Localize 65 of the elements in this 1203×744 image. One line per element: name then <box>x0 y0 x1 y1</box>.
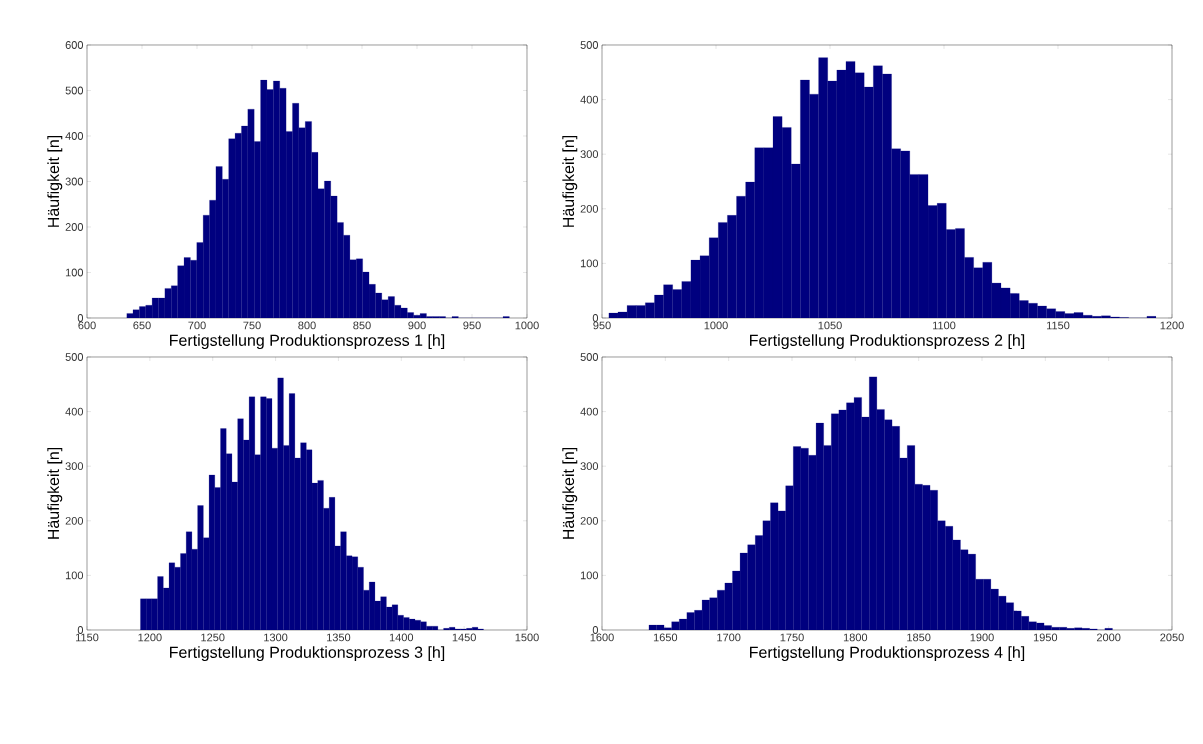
x-tick-label: 1250 <box>201 633 225 642</box>
x-tick-label: 1850 <box>907 633 931 642</box>
y-axis-title: Häufigkeit [n] <box>47 447 63 539</box>
x-axis-title: Fertigstellung Produktionsprozess 1 [h] <box>170 334 445 350</box>
y-tick-label: 0 <box>592 314 599 322</box>
x-tick-label: 1350 <box>327 633 351 642</box>
y-tick-label: 100 <box>65 268 84 277</box>
x-tick-label: 1150 <box>76 633 99 642</box>
x-tick-label: 800 <box>298 321 316 330</box>
y-tick-label: 300 <box>65 177 84 186</box>
x-tick-label: 1700 <box>717 633 741 642</box>
x-tick-label: 2050 <box>1160 633 1184 642</box>
x-tick-label: 950 <box>593 321 611 330</box>
y-tick-label: 300 <box>580 150 599 159</box>
y-tick-label: 300 <box>65 462 84 471</box>
y-tick-label: 0 <box>77 314 84 322</box>
y-tick-label: 200 <box>65 516 84 525</box>
x-axis-title: Fertigstellung Produktionsprozess 2 [h] <box>750 334 1025 350</box>
y-tick-label: 200 <box>65 223 84 231</box>
y-tick-label: 100 <box>580 571 599 580</box>
x-tick-label: 850 <box>353 321 371 330</box>
x-tick-label: 1300 <box>264 633 288 642</box>
x-tick-label: 1950 <box>1033 633 1058 642</box>
y-tick-label: 500 <box>580 353 599 361</box>
x-tick-label: 2000 <box>1096 633 1121 642</box>
x-axis-title: Fertigstellung Produktionsprozess 3 [h] <box>170 646 445 662</box>
x-tick-label: 1900 <box>970 633 994 642</box>
x-tick-label: 1500 <box>515 633 539 642</box>
y-tick-label: 100 <box>580 259 599 268</box>
x-tick-label: 650 <box>133 321 151 330</box>
x-tick-label: 1600 <box>590 633 614 642</box>
y-axis-title: Häufigkeit [n] <box>562 447 578 539</box>
y-tick-label: 200 <box>580 204 599 213</box>
y-axis-title: Häufigkeit [n] <box>562 135 578 227</box>
x-tick-label: 1400 <box>389 633 414 642</box>
y-tick-label: 500 <box>65 86 84 95</box>
y-tick-label: 500 <box>65 353 84 361</box>
x-tick-label: 1450 <box>452 633 476 642</box>
y-tick-label: 100 <box>65 571 84 580</box>
y-tick-label: 500 <box>580 41 599 49</box>
x-tick-label: 1200 <box>138 633 162 642</box>
y-tick-label: 0 <box>77 626 84 634</box>
y-tick-label: 400 <box>580 95 599 104</box>
y-tick-label: 400 <box>580 407 599 416</box>
y-tick-label: 400 <box>65 132 84 140</box>
x-tick-label: 1650 <box>653 633 678 642</box>
x-tick-label: 1100 <box>933 321 956 330</box>
y-tick-label: 0 <box>592 626 599 634</box>
y-tick-label: 600 <box>65 41 84 49</box>
y-axis-title: Häufigkeit [n] <box>47 135 63 227</box>
y-tick-label: 300 <box>580 462 599 471</box>
x-tick-label: 1050 <box>818 321 842 330</box>
x-tick-label: 900 <box>408 321 426 330</box>
x-tick-label: 1750 <box>780 633 804 642</box>
y-tick-label: 200 <box>580 516 599 525</box>
x-axis-title: Fertigstellung Produktionsprozess 4 [h] <box>750 646 1025 662</box>
x-tick-label: 1800 <box>843 633 868 642</box>
x-tick-label: 750 <box>243 321 261 330</box>
y-tick-label: 400 <box>65 407 84 416</box>
x-tick-label: 1150 <box>1047 321 1070 330</box>
x-tick-label: 1000 <box>704 321 728 330</box>
x-tick-label: 1200 <box>1160 321 1184 330</box>
x-tick-label: 1000 <box>515 321 539 330</box>
x-tick-label: 700 <box>188 321 206 330</box>
x-tick-label: 950 <box>463 321 481 330</box>
